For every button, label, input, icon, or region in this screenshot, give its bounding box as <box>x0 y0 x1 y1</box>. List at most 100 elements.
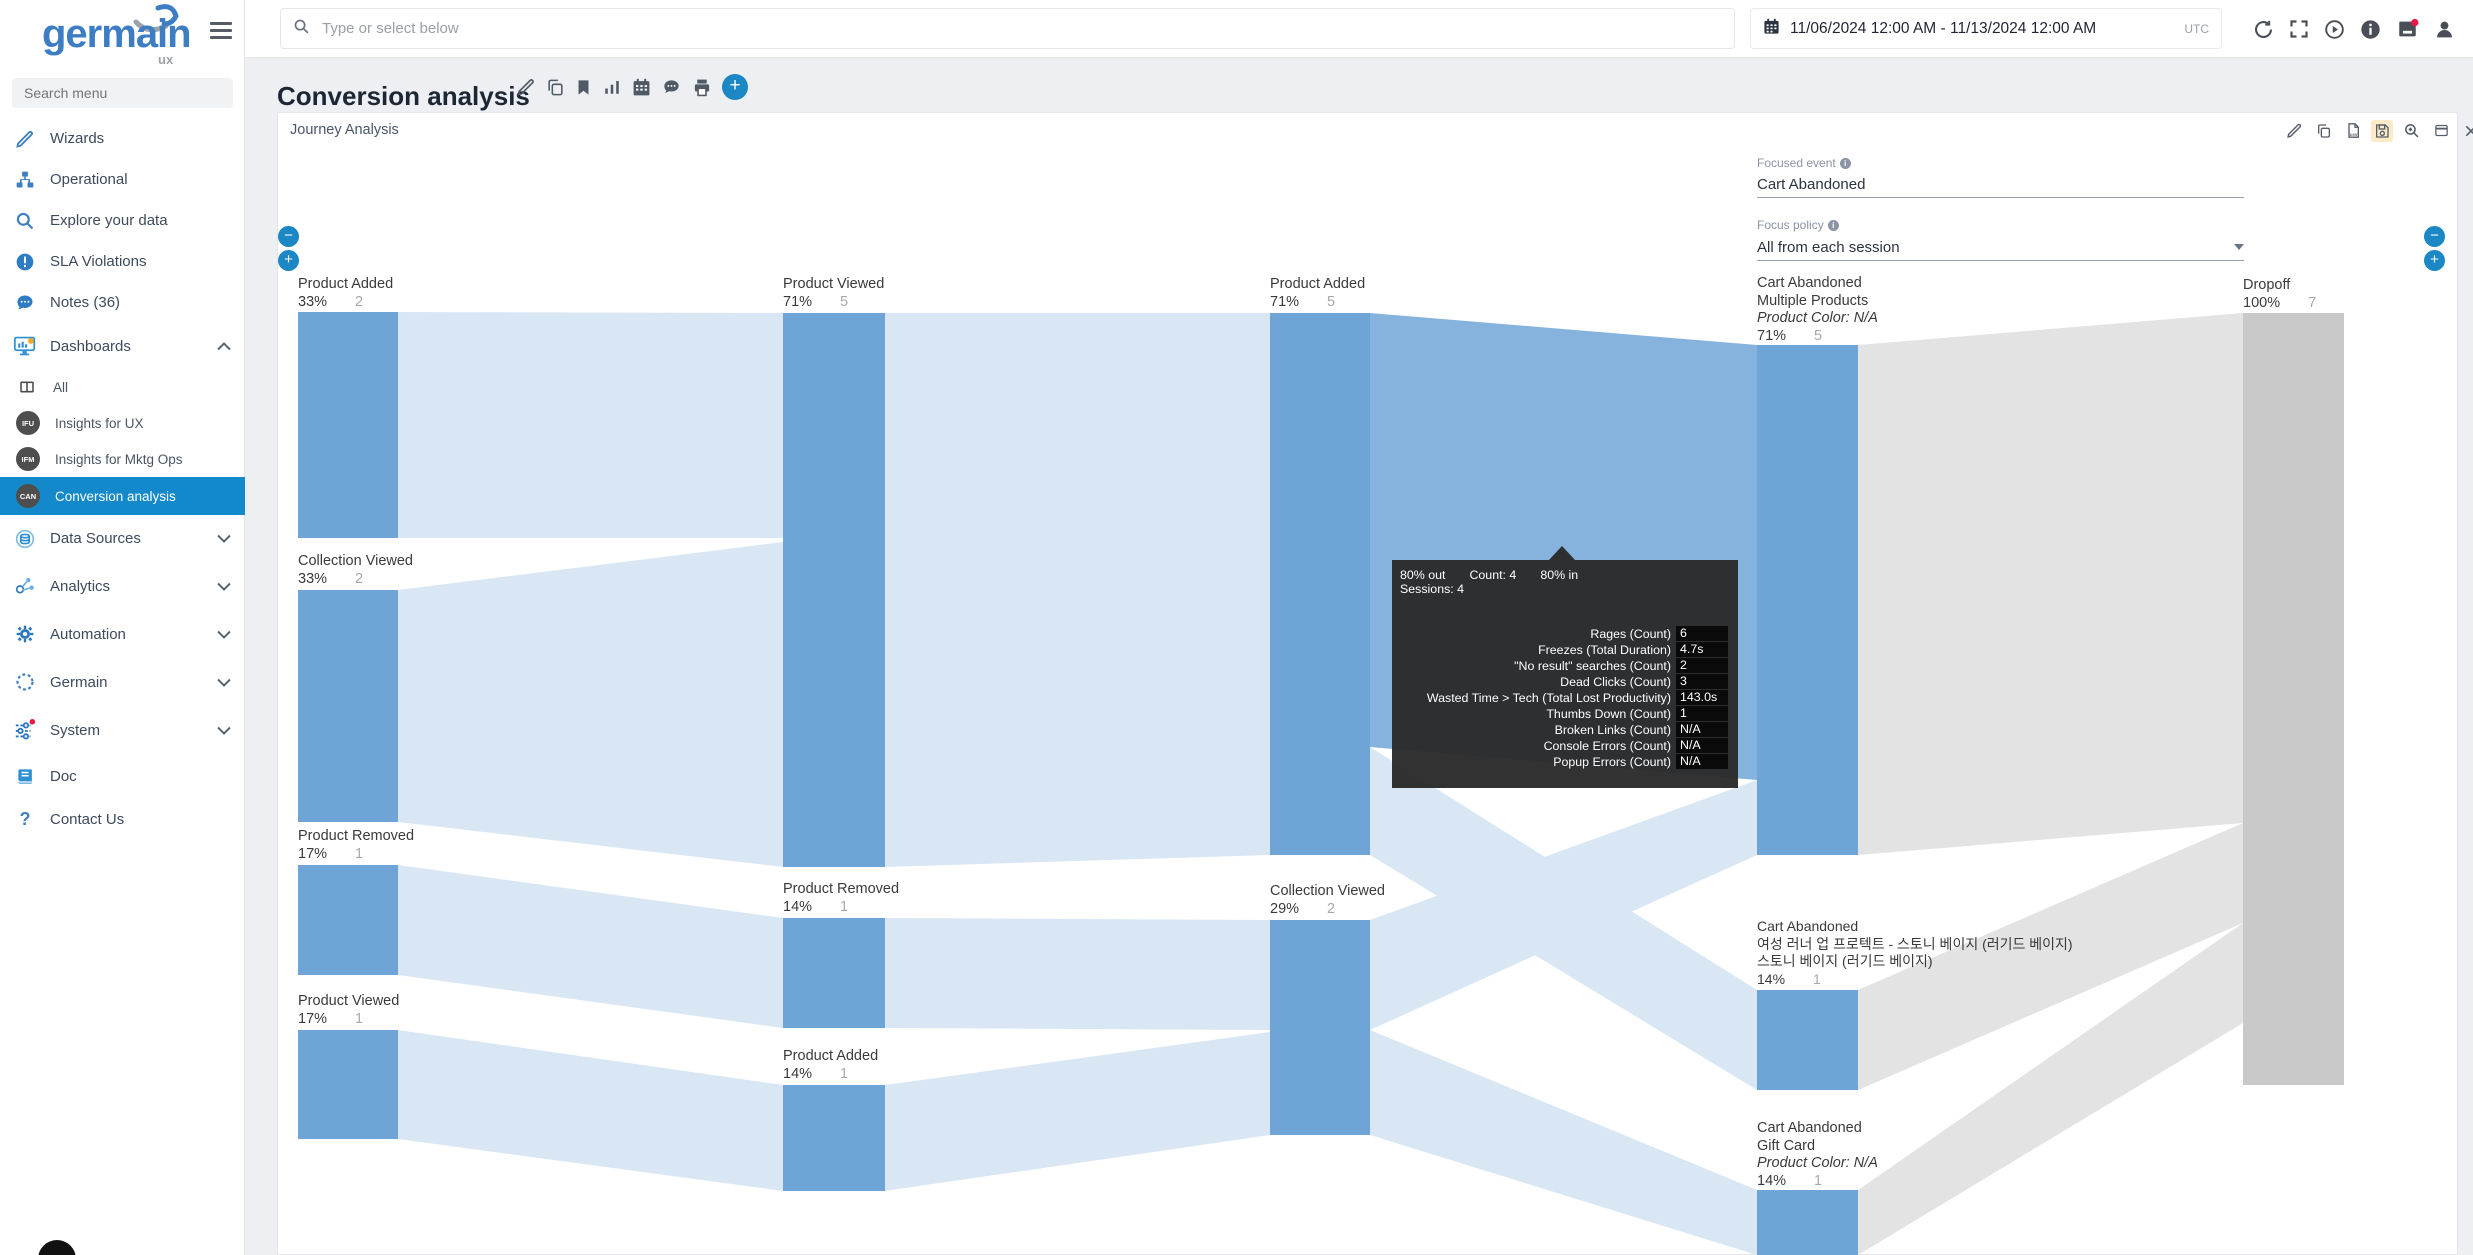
sankey-node-dropoff[interactable] <box>2243 313 2344 1085</box>
sidebar-item-germain[interactable]: Germain <box>0 658 245 706</box>
global-search-input[interactable] <box>320 19 1722 38</box>
sankey-flow-dropoff[interactable] <box>1858 823 2243 1090</box>
sidebar-item-notes[interactable]: Notes (36) <box>0 282 245 323</box>
play-circle-icon[interactable] <box>2324 19 2345 40</box>
panel-title: Journey Analysis <box>290 122 399 138</box>
sidebar-search-input[interactable] <box>12 78 233 108</box>
sankey-flow-dropoff[interactable] <box>1858 313 2243 855</box>
sankey-node[interactable] <box>298 865 398 975</box>
sidebar-item-insights-for-ux[interactable]: IFU Insights for UX <box>0 405 245 441</box>
fullscreen-icon[interactable] <box>2289 19 2309 39</box>
node-label: Collection Viewed 29% 2 <box>1270 883 1385 917</box>
sidebar-item-explore[interactable]: Explore your data <box>0 200 245 241</box>
print-icon[interactable] <box>692 78 712 97</box>
sankey-flow[interactable] <box>398 865 783 1028</box>
export-csv-icon[interactable]: csv <box>2342 119 2364 142</box>
sankey-node[interactable] <box>1270 920 1370 1135</box>
sankey-flow[interactable] <box>885 1032 1270 1191</box>
sidebar-item-wizards[interactable]: Wizards <box>0 118 245 159</box>
chevron-down-icon <box>217 578 231 595</box>
sankey-node[interactable] <box>1757 990 1858 1090</box>
sidebar-item-label: Analytics <box>50 577 111 595</box>
sankey-flow[interactable] <box>885 918 1270 1030</box>
sidebar-item-analytics[interactable]: Analytics <box>0 562 245 610</box>
tooltip-caret-icon <box>1549 546 1575 560</box>
zoom-in-button[interactable]: + <box>278 250 299 271</box>
sankey-node[interactable] <box>783 1085 885 1191</box>
window-maximize-icon[interactable] <box>2430 120 2453 141</box>
sankey-node[interactable] <box>1757 345 1858 855</box>
date-range-picker[interactable]: 11/06/2024 12:00 AM - 11/13/2024 12:00 A… <box>1750 8 2222 49</box>
tooltip-row: Broken Links (Count) N/A <box>1400 722 1728 737</box>
calendar-icon[interactable] <box>632 78 651 97</box>
sankey-flow[interactable] <box>1370 780 1757 1030</box>
sankey-node[interactable] <box>298 1030 398 1139</box>
pencil-icon <box>14 129 36 149</box>
edit-pencil-icon[interactable] <box>2283 119 2306 142</box>
sankey-flow[interactable] <box>1370 1030 1757 1255</box>
sidebar-item-data-sources[interactable]: Data Sources <box>0 515 245 562</box>
node-label: Cart Abandoned Gift Card Product Color: … <box>1757 1120 1878 1189</box>
sidebar-item-system[interactable]: System <box>0 706 245 754</box>
sankey-node[interactable] <box>298 590 398 822</box>
bookmark-icon[interactable] <box>575 78 592 97</box>
topbar: 11/06/2024 12:00 AM - 11/13/2024 12:00 A… <box>245 0 2473 58</box>
global-search[interactable] <box>280 8 1735 49</box>
add-plus-button[interactable]: + <box>722 74 748 100</box>
sidebar-item-label: System <box>50 721 101 739</box>
node-label: Product Added 33% 2 <box>298 276 394 310</box>
sankey-flow-dropoff[interactable] <box>1858 923 2243 1255</box>
sankey-node[interactable] <box>1757 1190 1858 1255</box>
zoom-out-button[interactable]: − <box>2424 226 2445 247</box>
sidebar-item-insights-for-mktg-ops[interactable]: IFM Insights for Mktg Ops <box>0 441 245 477</box>
feedback-widget-button[interactable] <box>38 1240 76 1255</box>
sankey-flow[interactable] <box>398 542 783 867</box>
save-floppy-icon[interactable] <box>2371 119 2393 142</box>
tooltip-row: Dead Clicks (Count) 3 <box>1400 674 1728 689</box>
logo-swoosh-icon <box>133 4 179 33</box>
sankey-flow[interactable] <box>398 312 783 538</box>
sliders-icon <box>14 719 36 741</box>
edit-pencil-icon[interactable] <box>516 77 536 97</box>
sidebar-item-contact-us[interactable]: ? Contact Us <box>0 799 245 839</box>
close-x-icon[interactable] <box>2460 120 2473 142</box>
tooltip-row: Freezes (Total Duration) 4.7s <box>1400 642 1728 657</box>
sankey-node[interactable] <box>783 313 885 867</box>
refresh-icon[interactable] <box>2253 19 2274 40</box>
node-label: Dropoff 100% 7 <box>2243 277 2317 311</box>
focus-policy-value: All from each session <box>1757 238 1900 256</box>
focused-event-input[interactable] <box>1757 172 2244 198</box>
tooltip-row: Rages (Count) 6 <box>1400 626 1728 641</box>
sidebar-item-automation[interactable]: Automation <box>0 610 245 658</box>
user-icon[interactable] <box>2434 19 2455 40</box>
comments-icon[interactable] <box>661 78 682 97</box>
node-label: Product Viewed 71% 5 <box>783 276 885 310</box>
sidebar-item-doc[interactable]: Doc <box>0 754 245 799</box>
zoom-out-button[interactable]: − <box>278 226 299 247</box>
sankey-flow[interactable] <box>398 1030 783 1191</box>
sidebar-nav: Wizards Operational Explore your data SL… <box>0 118 245 839</box>
focus-policy-select[interactable]: All from each session <box>1757 234 2244 261</box>
sidebar-item-dashboards-all[interactable]: All <box>0 369 245 405</box>
sankey-node[interactable] <box>298 312 398 538</box>
sankey-node[interactable] <box>783 918 885 1028</box>
zoom-in-icon[interactable] <box>2400 119 2423 142</box>
sidebar-item-dashboards[interactable]: Dashboards <box>0 323 245 369</box>
zoom-in-button[interactable]: + <box>2424 250 2445 271</box>
sankey-node[interactable] <box>1270 313 1370 855</box>
info-circle-icon[interactable] <box>2360 19 2381 40</box>
sidebar-item-conversion-analysis[interactable]: CAN Conversion analysis <box>0 477 245 515</box>
sidebar-item-sla-violations[interactable]: SLA Violations <box>0 241 245 282</box>
sidebar-item-operational[interactable]: Operational <box>0 159 245 200</box>
copy-icon[interactable] <box>2313 120 2335 142</box>
hamburger-menu-icon[interactable] <box>210 22 232 40</box>
copy-icon[interactable] <box>546 78 565 97</box>
sitemap-icon <box>14 170 36 190</box>
sidebar-item-label: Explore your data <box>50 212 168 229</box>
sankey-flow[interactable] <box>885 313 1270 867</box>
releases-icon[interactable] <box>2396 18 2419 40</box>
bar-chart-icon[interactable] <box>602 78 622 96</box>
node-label: Cart Abandoned 여성 러너 업 프로텍트 - 스토니 베이지 (러… <box>1757 918 2073 987</box>
brand-sub: ux <box>158 52 174 67</box>
ifm-badge: IFM <box>16 447 40 471</box>
